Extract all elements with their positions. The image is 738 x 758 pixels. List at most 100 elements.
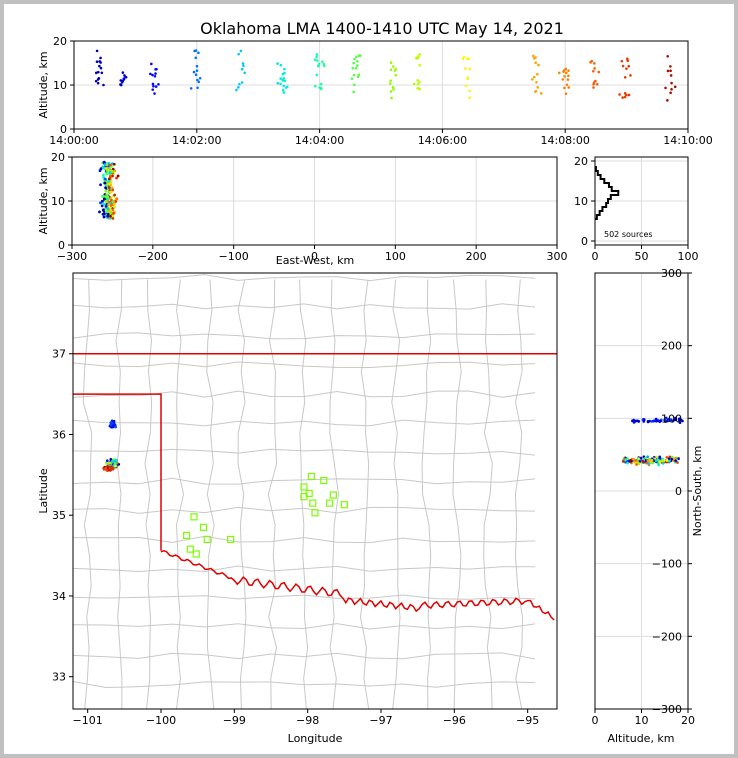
lma-station-marker bbox=[300, 483, 308, 491]
source-point bbox=[115, 176, 118, 180]
county-line bbox=[514, 279, 523, 709]
source-point bbox=[321, 60, 324, 63]
source-point bbox=[415, 56, 418, 60]
source-point bbox=[283, 71, 286, 75]
source-point bbox=[669, 91, 672, 95]
altitude-tick-label: 10 bbox=[51, 195, 65, 208]
source-point bbox=[561, 78, 565, 81]
source-point bbox=[627, 64, 631, 68]
source-point bbox=[124, 75, 128, 79]
source-point bbox=[103, 163, 107, 167]
source-point bbox=[315, 73, 319, 77]
ns-height-xlabel: Altitude, km bbox=[607, 732, 674, 745]
source-point bbox=[531, 54, 535, 58]
source-point bbox=[657, 463, 660, 467]
source-point bbox=[279, 82, 282, 86]
source-point bbox=[592, 69, 595, 73]
latitude-tick-label: 33 bbox=[52, 671, 66, 684]
source-point bbox=[566, 78, 570, 81]
source-point bbox=[240, 81, 244, 84]
source-point bbox=[351, 66, 355, 70]
source-point bbox=[111, 216, 115, 220]
source-point bbox=[629, 74, 632, 77]
altitude-histogram-panel: 0 50 100 0 10 20 502 sources bbox=[574, 155, 699, 263]
source-point bbox=[283, 79, 287, 83]
ns-tick-label: −300 bbox=[652, 703, 682, 716]
source-point bbox=[354, 66, 358, 70]
source-point bbox=[119, 79, 123, 82]
source-point bbox=[95, 60, 99, 63]
source-point bbox=[285, 85, 289, 89]
source-point bbox=[194, 56, 198, 60]
source-point bbox=[462, 55, 466, 59]
source-point bbox=[109, 190, 113, 194]
source-point bbox=[352, 61, 355, 65]
ew-tick-label: 200 bbox=[466, 250, 487, 263]
source-point bbox=[467, 57, 470, 61]
source-point bbox=[389, 68, 393, 72]
source-point bbox=[618, 93, 621, 96]
source-point bbox=[107, 186, 111, 190]
source-point bbox=[109, 163, 113, 167]
source-point bbox=[104, 199, 108, 203]
source-point bbox=[595, 82, 599, 86]
source-point bbox=[391, 65, 395, 68]
source-point bbox=[674, 459, 677, 462]
ns-tick-label: −100 bbox=[652, 558, 682, 571]
source-point bbox=[102, 160, 106, 164]
source-point bbox=[241, 62, 245, 65]
source-point bbox=[468, 89, 471, 93]
source-point bbox=[557, 71, 561, 75]
source-point bbox=[621, 96, 624, 99]
source-point bbox=[654, 417, 658, 421]
source-point bbox=[645, 461, 648, 465]
time-tick-label: 14:02:00 bbox=[172, 134, 221, 147]
source-point bbox=[565, 83, 569, 87]
source-point bbox=[319, 87, 323, 91]
source-point bbox=[564, 67, 568, 71]
ns-tick-label: 200 bbox=[661, 340, 682, 353]
lma-station-marker bbox=[329, 491, 337, 499]
source-point bbox=[150, 62, 153, 66]
source-point bbox=[99, 167, 103, 171]
histogram-line bbox=[594, 166, 620, 220]
source-point bbox=[111, 174, 114, 178]
source-point bbox=[666, 69, 670, 73]
source-point bbox=[102, 83, 105, 87]
source-point bbox=[115, 197, 119, 201]
lma-station-marker bbox=[183, 531, 191, 540]
source-point bbox=[196, 86, 199, 90]
source-point bbox=[103, 181, 107, 185]
source-point bbox=[673, 85, 677, 89]
lma-station-marker bbox=[309, 499, 317, 507]
source-point bbox=[389, 79, 392, 82]
source-point bbox=[106, 459, 109, 462]
source-point bbox=[394, 73, 398, 77]
source-point bbox=[665, 459, 669, 462]
source-point bbox=[154, 72, 157, 75]
source-point bbox=[196, 78, 199, 82]
ns-tick-label: 300 bbox=[661, 267, 682, 280]
altitude-tick-label: 20 bbox=[574, 155, 588, 168]
source-point bbox=[114, 200, 118, 203]
source-point bbox=[111, 214, 115, 218]
panhandle-border bbox=[73, 393, 162, 551]
source-point bbox=[589, 61, 592, 64]
map-xlabel: Longitude bbox=[288, 732, 343, 745]
source-point bbox=[535, 80, 538, 84]
source-point bbox=[662, 459, 666, 462]
source-point bbox=[113, 205, 116, 209]
time-height-panel: 14:00:00 14:02:00 14:04:00 14:06:00 14:08:00… bbox=[37, 35, 713, 147]
source-point bbox=[94, 71, 98, 75]
source-point bbox=[98, 64, 101, 68]
source-point bbox=[106, 214, 110, 218]
altitude-tick-label: 20 bbox=[53, 35, 67, 48]
source-point bbox=[105, 172, 109, 176]
source-point bbox=[634, 420, 637, 423]
source-point bbox=[107, 179, 111, 183]
source-point bbox=[562, 69, 566, 72]
source-point bbox=[101, 173, 105, 177]
lma-station-marker bbox=[311, 509, 319, 517]
source-point bbox=[417, 55, 420, 59]
source-point bbox=[279, 63, 283, 67]
